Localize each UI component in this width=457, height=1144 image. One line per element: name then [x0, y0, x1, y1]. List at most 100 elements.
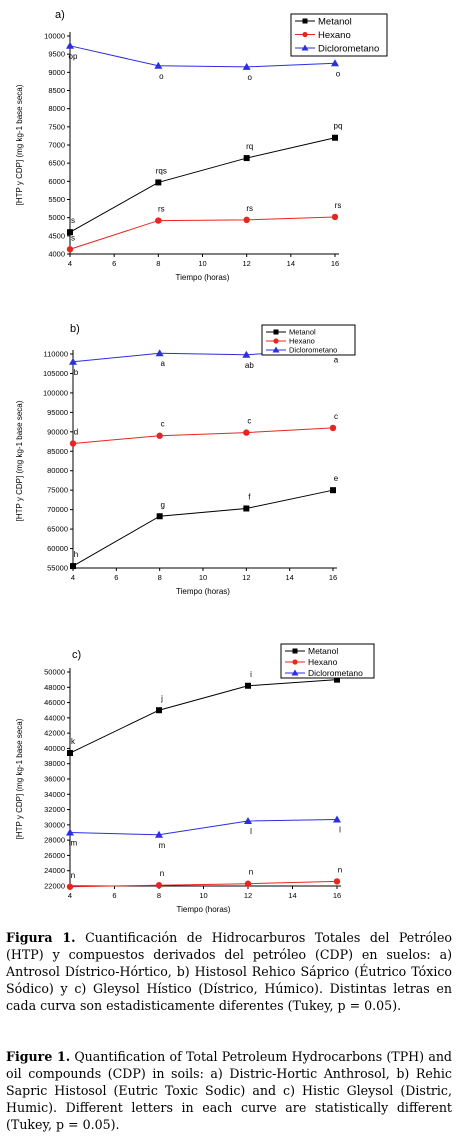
data-point	[330, 487, 336, 494]
point-label: c	[161, 420, 165, 429]
x-tick-label: 8	[158, 573, 162, 582]
caption-english-text: Quantification of Total Petroleum Hydroc…	[6, 1049, 452, 1132]
series-line	[69, 216, 336, 250]
point-label: o	[336, 69, 341, 78]
legend-marker	[272, 346, 280, 353]
y-tick-label: 28000	[44, 836, 65, 845]
legend-label: Diclorometano	[318, 43, 379, 54]
point-label: lm	[69, 839, 78, 848]
y-tick-label: 9000	[48, 68, 65, 77]
x-tick-label: 4	[68, 259, 72, 268]
x-axis-title: Tiempo (horas)	[177, 905, 231, 914]
series-line	[69, 45, 336, 68]
caption-spanish-label: Figura 1.	[6, 930, 76, 945]
legend-marker	[302, 18, 308, 24]
data-point	[331, 213, 339, 221]
figure-charts: a)40004500500055006000650070007500800085…	[15, 9, 388, 914]
y-tick-label: 32000	[44, 805, 65, 814]
data-point	[333, 815, 341, 823]
x-tick-label: 8	[157, 891, 161, 900]
data-point	[242, 62, 251, 70]
x-tick-label: 12	[242, 573, 250, 582]
x-tick-label: 12	[242, 259, 250, 268]
data-point	[333, 878, 341, 885]
legend-label: Hexano	[308, 657, 338, 667]
series-metanol: h g f e	[70, 474, 339, 570]
point-label: n	[160, 869, 164, 878]
x-tick-label: 8	[156, 259, 160, 268]
y-tick-label: 9500	[48, 50, 65, 59]
data-point	[70, 563, 76, 570]
data-point	[329, 424, 337, 432]
y-tick-label: 95000	[47, 408, 68, 417]
caption-english: Figure 1. Quantification of Total Petrol…	[6, 1048, 452, 1133]
point-label: b	[74, 368, 79, 377]
x-tick-label: 10	[198, 259, 206, 268]
point-label: d	[74, 427, 78, 436]
y-tick-label: 55000	[47, 564, 68, 573]
point-label: o	[159, 72, 164, 81]
y-tick-label: 8000	[48, 104, 65, 113]
data-point	[243, 155, 250, 162]
data-point	[243, 216, 250, 224]
y-tick-label: 42000	[44, 729, 65, 738]
point-label: k	[71, 737, 76, 746]
point-label: rs	[158, 205, 165, 214]
y-tick-label: 4500	[48, 231, 65, 240]
point-label: i	[250, 670, 252, 679]
y-tick-label: 38000	[44, 759, 65, 768]
chart-panel-c: c) 22000 24000 26000 28000 30000 32000 34000 360…	[15, 643, 375, 914]
point-label: ab	[245, 361, 254, 370]
legend-label: Hexano	[318, 30, 351, 41]
point-label: h	[74, 550, 78, 559]
point-label: j	[160, 694, 163, 703]
chart-panel-a: a) 4000 4500 5000 5500 6000 6500 7000 7500 8000 85…	[15, 9, 388, 282]
data-point	[66, 246, 74, 253]
y-tick-label: 48000	[44, 683, 65, 692]
data-point	[155, 217, 162, 224]
y-tick-label: 7500	[48, 122, 65, 131]
data-point	[154, 61, 163, 69]
point-label: rqs	[156, 166, 167, 175]
y-tick-label: 8500	[48, 86, 65, 95]
y-tick-label: 5000	[48, 213, 65, 222]
y-tick-label: 5500	[48, 195, 65, 204]
point-label: op	[69, 52, 78, 61]
point-label: n	[249, 868, 253, 877]
x-axis-title: Tiempo (horas)	[176, 587, 230, 596]
data-point	[331, 59, 339, 67]
point-label: g	[160, 500, 164, 509]
y-axis-title: [HTP y CDP] (mg kg-1 base seca)	[15, 718, 24, 839]
data-point	[332, 134, 338, 141]
data-point	[156, 513, 163, 520]
point-label: l	[339, 826, 341, 835]
data-point	[67, 229, 73, 236]
x-tick-label: 6	[114, 573, 118, 582]
data-point	[66, 41, 74, 49]
y-tick-label: 60000	[47, 544, 68, 553]
y-tick-label: 26000	[44, 851, 65, 860]
y-tick-label: 4000	[48, 250, 65, 259]
series-line	[69, 679, 338, 754]
data-point	[155, 179, 162, 186]
point-label: rs	[246, 204, 253, 213]
data-point	[69, 357, 77, 365]
series-line	[69, 880, 338, 888]
point-label: a	[160, 359, 165, 368]
y-axis-title: [HTP y CDP] (mg kg-1 base seca)	[15, 84, 24, 205]
legend-label: Metanol	[289, 328, 316, 337]
data-point	[244, 880, 252, 887]
point-label: n	[71, 871, 75, 880]
series-hexano: d c c c	[69, 412, 338, 447]
x-tick-label: 10	[199, 573, 207, 582]
y-tick-label: 80000	[47, 466, 68, 475]
point-label: pq	[334, 122, 343, 131]
legend-marker	[273, 329, 279, 335]
point-label: n	[338, 865, 342, 874]
series-diclorometano: lm m l l	[66, 815, 341, 850]
series-line	[69, 819, 338, 836]
legend-marker	[273, 338, 279, 344]
